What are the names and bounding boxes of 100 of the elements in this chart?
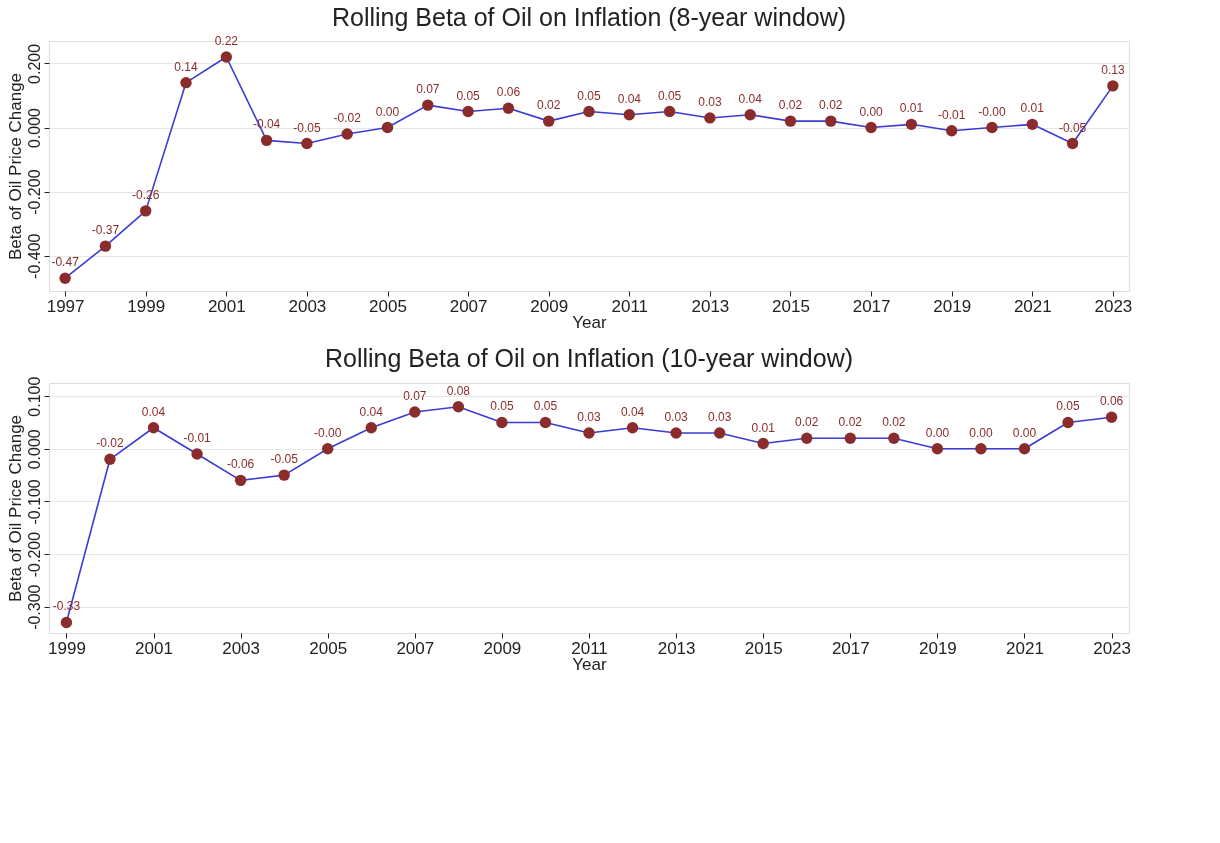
point <box>583 427 595 439</box>
x-tick-label: 2013 <box>691 296 730 316</box>
x-tick-label: 2023 <box>1093 638 1131 658</box>
x-tick-label: 2017 <box>852 296 891 316</box>
data-label: 0.03 <box>698 94 722 109</box>
point <box>704 112 716 124</box>
x-tick-label: 2011 <box>611 296 649 316</box>
point <box>626 422 639 434</box>
y-tick-label: -0.100 <box>25 479 43 525</box>
point <box>104 453 116 466</box>
point <box>865 121 877 134</box>
x-tick-label: 2005 <box>369 296 407 316</box>
point <box>496 416 508 429</box>
data-label: 0.02 <box>537 98 561 113</box>
y-tick-label: 0.100 <box>25 376 43 417</box>
point <box>670 427 682 439</box>
point <box>409 406 421 418</box>
data-label: 0.03 <box>577 410 601 424</box>
data-label: 0.00 <box>859 104 884 119</box>
data-label: 0.22 <box>214 34 239 49</box>
data-label: -0.00 <box>314 425 342 440</box>
point <box>744 109 756 121</box>
x-tick-label: 2017 <box>831 638 870 658</box>
point <box>757 437 769 450</box>
point <box>234 474 247 487</box>
data-label: -0.05 <box>270 452 299 467</box>
data-label: 0.03 <box>707 410 732 424</box>
x-tick-label: 2007 <box>396 638 435 658</box>
x-tick-label: 2019 <box>918 638 957 658</box>
point <box>844 432 856 444</box>
point <box>1018 443 1031 455</box>
x-tick-label: 2009 <box>483 638 522 658</box>
x-tick-label: 2021 <box>1006 638 1044 658</box>
x-axis-title: Year <box>572 312 608 332</box>
data-label: 0.05 <box>533 399 558 414</box>
point <box>583 105 595 118</box>
data-label: 0.14 <box>174 59 199 74</box>
data-label: -0.06 <box>226 457 255 472</box>
point <box>462 105 474 118</box>
data-label: 0.06 <box>1099 394 1124 409</box>
data-label: 0.04 <box>738 91 763 106</box>
data-label: 0.01 <box>751 420 776 435</box>
x-tick-label: 2019 <box>933 296 972 316</box>
data-label: -0.02 <box>333 110 362 125</box>
data-label: 0.05 <box>657 88 682 103</box>
point <box>1062 416 1074 429</box>
point <box>502 102 515 114</box>
data-label: 0.00 <box>969 425 993 440</box>
point <box>180 76 192 89</box>
point <box>260 134 273 147</box>
point <box>220 51 233 63</box>
point <box>784 115 797 127</box>
point <box>147 422 160 434</box>
point <box>59 272 71 284</box>
x-tick-label: 2015 <box>772 296 810 316</box>
data-label: 0.04 <box>617 91 642 106</box>
data-label: 0.05 <box>490 399 514 414</box>
point <box>99 240 112 252</box>
data-label: 0.02 <box>778 98 803 113</box>
data-label: 0.07 <box>403 388 427 403</box>
data-label: 0.05 <box>1056 399 1081 414</box>
data-label: 0.07 <box>416 82 440 97</box>
data-label: 0.06 <box>496 85 521 100</box>
data-label: 0.01 <box>899 101 924 116</box>
point <box>1026 118 1038 131</box>
y-axis-title: Beta of Oil Price Change <box>5 414 25 603</box>
point <box>801 432 813 444</box>
data-label: 0.03 <box>664 410 689 424</box>
data-label: 0.08 <box>446 383 471 398</box>
point <box>986 121 998 134</box>
x-tick-label: 2001 <box>207 296 246 316</box>
data-label: 0.02 <box>838 415 863 430</box>
y-tick-label: -0.300 <box>25 584 43 630</box>
y-tick-label: 0.000 <box>25 429 43 470</box>
point <box>931 443 944 455</box>
data-label: 0.04 <box>620 404 645 419</box>
x-tick-label: 2021 <box>1013 296 1052 316</box>
data-label: -0.37 <box>91 223 120 238</box>
point <box>191 448 203 460</box>
x-tick-label: 1997 <box>46 296 85 316</box>
chart-title: Rolling Beta of Oil on Inflation (10-year window) <box>324 344 854 373</box>
point <box>543 115 555 127</box>
point <box>539 416 552 429</box>
data-label: -0.05 <box>293 120 321 135</box>
data-label: 0.05 <box>456 88 481 103</box>
data-label: -0.02 <box>96 436 124 451</box>
data-label: 0.04 <box>141 404 166 419</box>
point <box>60 616 73 629</box>
y-tick-label: -0.400 <box>25 233 43 279</box>
y-tick-label: 0.000 <box>25 107 43 149</box>
point <box>381 121 394 134</box>
x-tick-label: 2009 <box>530 296 569 316</box>
data-label: -0.47 <box>51 255 80 270</box>
y-tick-label: 0.200 <box>25 43 43 84</box>
y-tick-label: -0.200 <box>25 169 43 215</box>
point <box>1107 80 1119 92</box>
point <box>1105 411 1118 423</box>
point <box>341 128 353 140</box>
y-tick-label: -0.200 <box>25 531 43 578</box>
data-label: 0.01 <box>1020 101 1045 116</box>
